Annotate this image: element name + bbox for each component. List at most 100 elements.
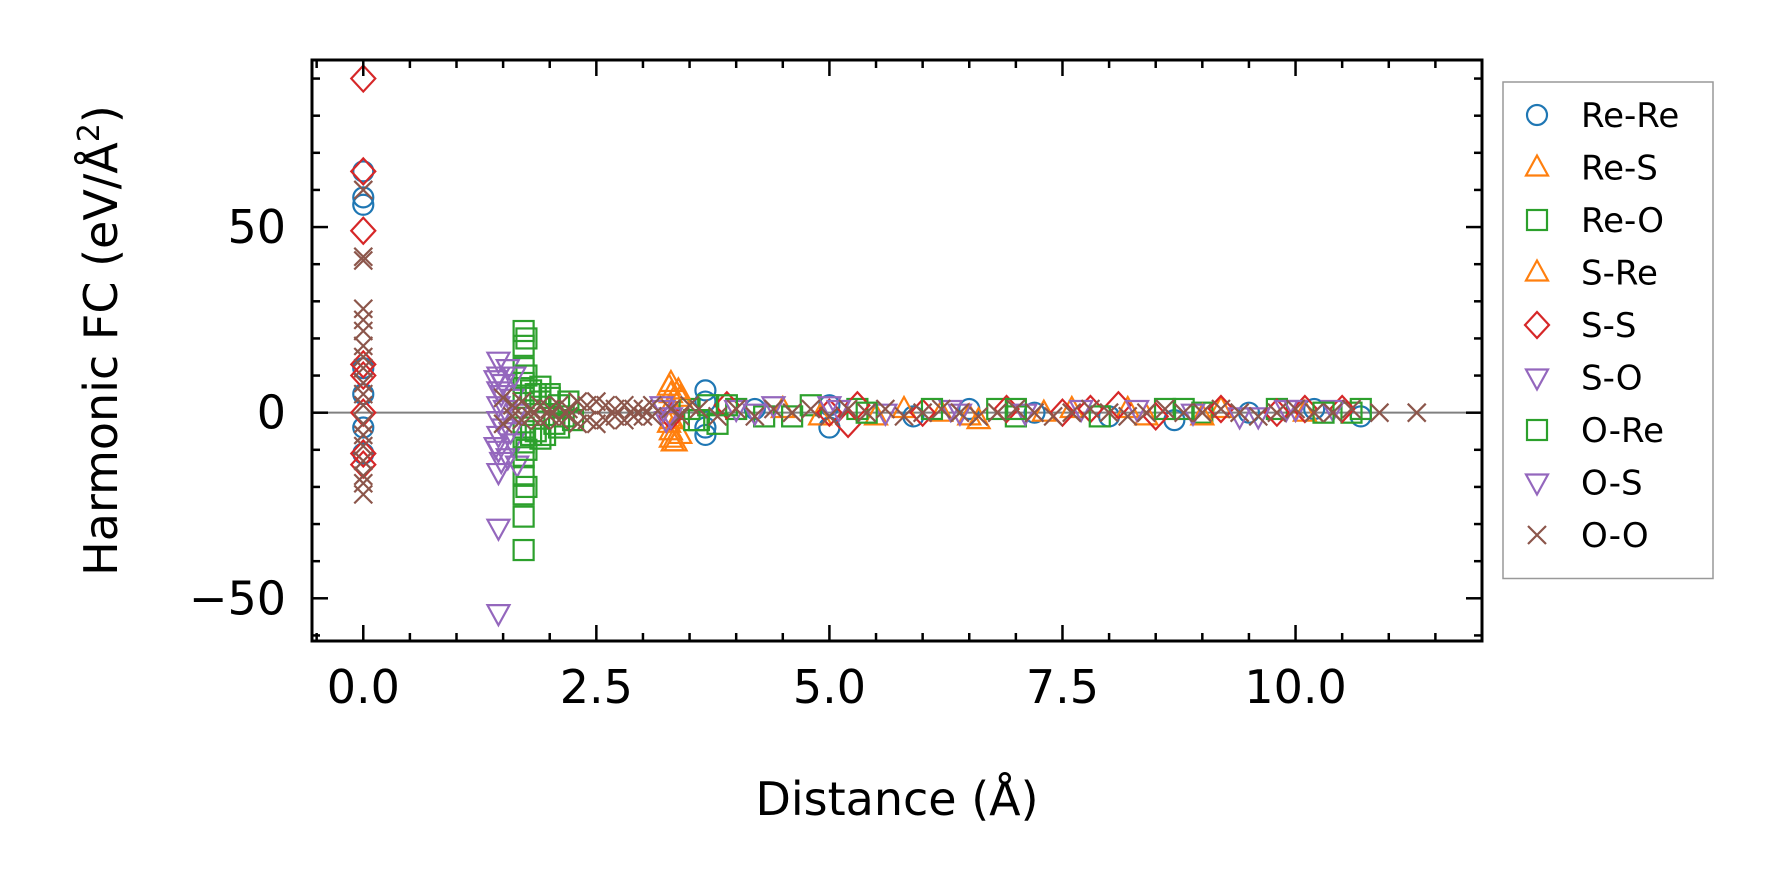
data-point xyxy=(928,398,955,422)
data-point xyxy=(1080,399,1101,419)
data-point xyxy=(494,359,521,383)
data-point xyxy=(694,416,717,439)
y-tick-label: 0 xyxy=(257,386,286,440)
series-s-o xyxy=(485,351,1346,628)
legend-item: O-Re xyxy=(1525,411,1664,451)
data-point xyxy=(352,193,375,216)
data-point xyxy=(512,371,535,395)
legend-label: O-S xyxy=(1581,464,1643,504)
data-point xyxy=(642,406,663,427)
data-point xyxy=(909,398,937,428)
x-tick-label: 10.0 xyxy=(1244,660,1346,714)
data-point xyxy=(485,351,512,375)
data-point xyxy=(485,604,512,628)
data-point xyxy=(352,416,375,439)
data-point xyxy=(726,399,746,419)
plot-frame xyxy=(310,58,1484,643)
data-point xyxy=(987,402,1007,423)
data-point xyxy=(838,399,858,419)
data-point xyxy=(816,396,843,420)
data-point xyxy=(659,428,686,452)
x-axis-label: Distance (Å) xyxy=(755,772,1038,826)
data-point xyxy=(515,364,538,387)
data-point xyxy=(1006,399,1026,419)
data-point xyxy=(512,319,535,343)
data-point xyxy=(494,448,521,472)
data-point xyxy=(349,360,377,391)
data-point xyxy=(894,406,914,427)
data-point xyxy=(623,406,644,427)
data-point xyxy=(947,403,973,427)
data-point xyxy=(689,399,709,419)
data-point xyxy=(512,505,535,528)
data-point xyxy=(912,402,933,423)
data-point xyxy=(353,250,374,271)
data-point xyxy=(1024,402,1045,423)
data-point xyxy=(353,436,374,456)
data-point xyxy=(1099,402,1119,423)
plot-area xyxy=(312,63,1482,628)
data-point xyxy=(1192,402,1213,423)
data-point xyxy=(353,180,374,200)
data-point xyxy=(349,450,377,480)
data-point xyxy=(538,383,561,406)
legend-item: Re-S xyxy=(1524,149,1658,189)
legend-item: O-O xyxy=(1527,516,1649,556)
data-point xyxy=(1208,394,1234,419)
data-point xyxy=(499,433,526,457)
data-point xyxy=(760,396,787,420)
data-point xyxy=(512,334,535,357)
data-point xyxy=(1124,399,1150,424)
data-point xyxy=(1341,399,1362,419)
data-point xyxy=(1048,398,1076,428)
legend-label: S-O xyxy=(1581,359,1643,399)
y-tick-label: 50 xyxy=(227,200,286,254)
y-axis-label: Harmonic FC (eV/Å2) xyxy=(72,105,128,576)
data-point xyxy=(875,399,896,419)
data-point xyxy=(485,462,512,487)
legend-box xyxy=(1502,81,1714,580)
legend-item: S-S xyxy=(1523,306,1636,346)
legend-label: Re-O xyxy=(1581,201,1664,241)
data-point xyxy=(488,385,515,409)
legend-marker xyxy=(1524,368,1550,392)
data-point xyxy=(968,406,989,427)
data-point xyxy=(485,518,512,543)
data-point xyxy=(1248,406,1269,427)
data-point xyxy=(1117,406,1138,427)
legend-marker xyxy=(1525,418,1549,442)
data-point xyxy=(349,156,377,186)
legend-marker xyxy=(1524,153,1550,177)
data-point xyxy=(353,395,374,416)
x-tick-label: 5.0 xyxy=(793,660,866,714)
data-point xyxy=(1245,407,1272,431)
data-point xyxy=(353,484,374,505)
data-point xyxy=(353,466,374,486)
data-point xyxy=(1189,402,1216,426)
data-point xyxy=(1136,402,1157,423)
data-point xyxy=(707,406,728,427)
data-point xyxy=(482,370,509,394)
legend-marker xyxy=(1525,103,1549,127)
data-point xyxy=(353,358,374,378)
legend-label: O-Re xyxy=(1581,411,1664,451)
data-point xyxy=(1323,402,1343,423)
legend-marker xyxy=(1527,525,1547,545)
data-point xyxy=(1211,399,1231,419)
legend-item: O-S xyxy=(1524,464,1643,504)
data-point xyxy=(661,399,681,419)
data-point xyxy=(493,414,513,434)
data-point xyxy=(488,451,515,476)
data-point xyxy=(855,401,878,424)
data-point xyxy=(745,406,765,427)
x-tick-label: 2.5 xyxy=(560,660,633,714)
data-point xyxy=(694,379,717,402)
data-point xyxy=(482,436,509,461)
legend-label: S-S xyxy=(1581,306,1636,346)
data-point xyxy=(819,406,840,427)
data-point xyxy=(1062,402,1082,423)
series-o-o xyxy=(353,180,1427,505)
data-point xyxy=(715,394,738,417)
data-point xyxy=(670,406,691,427)
data-markers xyxy=(349,63,1427,628)
